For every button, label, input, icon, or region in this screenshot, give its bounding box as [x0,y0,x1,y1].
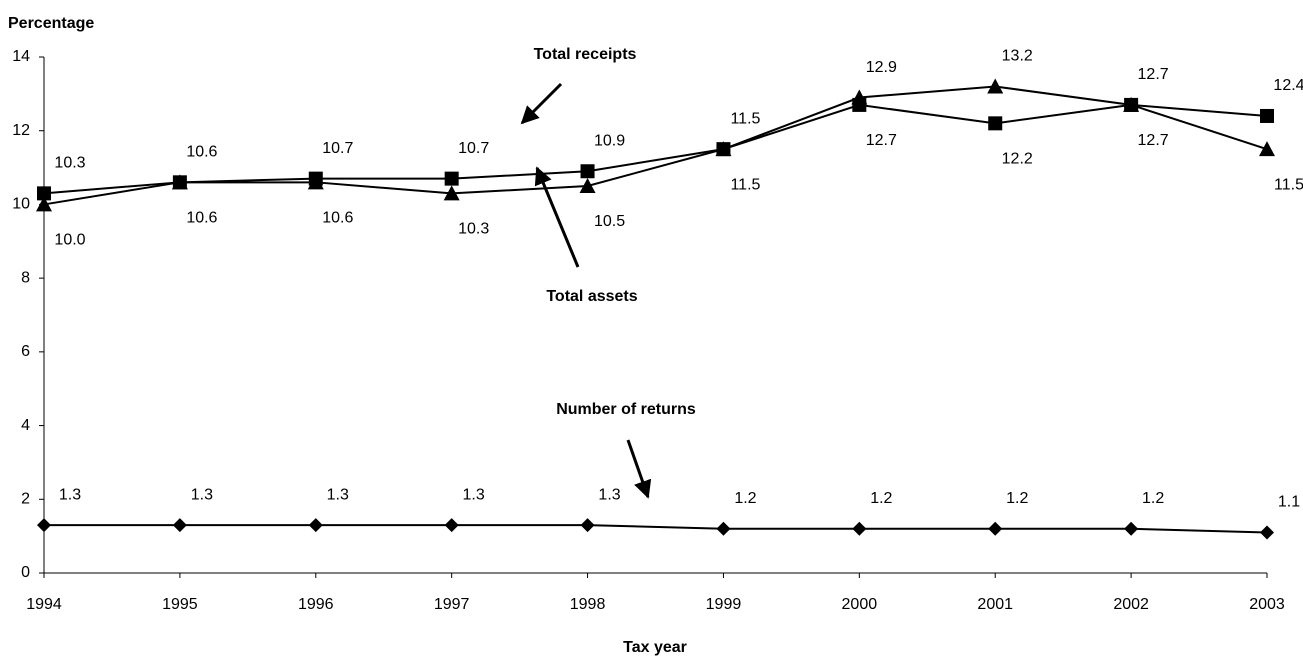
x-tick-label: 1998 [570,596,606,613]
data-label: 10.6 [186,210,217,227]
x-tick-label: 1994 [26,596,62,613]
marker [987,78,1004,94]
x-tick-label: 2000 [842,596,878,613]
marker [580,518,595,533]
x-tick-label: 1996 [298,596,334,613]
y-tick-label: 4 [21,417,30,434]
y-axis-label: Percentage [8,15,94,32]
marker [444,171,459,186]
data-label: 10.5 [594,213,625,230]
data-label: 12.9 [866,59,897,76]
y-tick-label: 2 [21,491,30,508]
marker [1259,141,1275,157]
series-line [44,524,1268,534]
marker [988,521,1003,536]
data-label: 11.5 [730,110,760,127]
marker [715,141,732,157]
arrow [534,166,580,268]
y-tick-label: 8 [21,269,30,286]
marker [716,521,731,536]
data-label: 10.7 [458,140,489,157]
x-axis-label: Tax year [623,639,687,656]
series-line [43,103,1268,195]
data-label: 10.7 [322,140,353,157]
arrow [520,82,563,125]
data-label: 10.9 [594,132,625,149]
data-label: 12.4 [1273,77,1303,94]
data-label: 12.7 [1138,132,1169,149]
marker [172,518,187,533]
marker [444,518,459,533]
arrow [626,439,652,499]
marker [307,174,324,190]
series-annotation: Number of returns [556,401,696,418]
data-label: 1.3 [598,486,620,503]
series-annotation: Total receipts [534,46,637,63]
marker [852,521,867,536]
marker [37,186,51,201]
marker [579,178,596,193]
marker [443,185,460,201]
data-label: 1.2 [870,490,892,507]
data-label: 10.0 [54,232,85,249]
marker [308,518,323,533]
data-label: 13.2 [1002,48,1033,65]
series-line [43,85,1268,206]
marker [1260,108,1274,123]
y-tick-label: 12 [12,122,30,139]
data-label: 11.5 [1274,176,1303,193]
x-tick-label: 1999 [706,596,742,613]
data-label: 1.3 [59,486,81,503]
marker [36,196,52,212]
marker [37,518,51,533]
data-label: 12.7 [866,132,897,149]
y-tick-label: 14 [12,48,30,65]
x-tick-label: 2001 [977,596,1013,613]
data-label: 1.2 [1142,490,1164,507]
x-tick-label: 1995 [162,596,198,613]
x-tick-label: 1997 [434,596,470,613]
data-label: 10.3 [54,155,85,172]
series-annotation: Total assets [546,288,637,305]
marker [171,174,188,190]
marker [1260,525,1274,540]
data-label: 10.6 [322,210,353,227]
x-tick-label: 2002 [1113,596,1149,613]
y-tick-label: 10 [12,196,30,213]
marker [1124,521,1139,536]
y-tick-label: 0 [21,564,30,581]
data-label: 1.1 [1278,494,1300,511]
marker [580,164,595,179]
data-label: 10.6 [186,144,217,161]
data-label: 1.3 [327,486,349,503]
data-label: 12.7 [1138,66,1169,83]
data-label: 12.2 [1002,151,1033,168]
x-tick-label: 2003 [1249,596,1285,613]
data-label: 10.3 [458,221,489,238]
data-label: 1.3 [463,486,485,503]
data-label: 1.2 [1006,490,1028,507]
marker [1123,96,1140,112]
data-label: 1.3 [191,486,213,503]
marker [988,116,1003,131]
data-label: 11.5 [730,176,760,193]
y-tick-label: 6 [21,343,30,360]
marker [851,89,868,105]
data-label: 1.2 [734,490,756,507]
